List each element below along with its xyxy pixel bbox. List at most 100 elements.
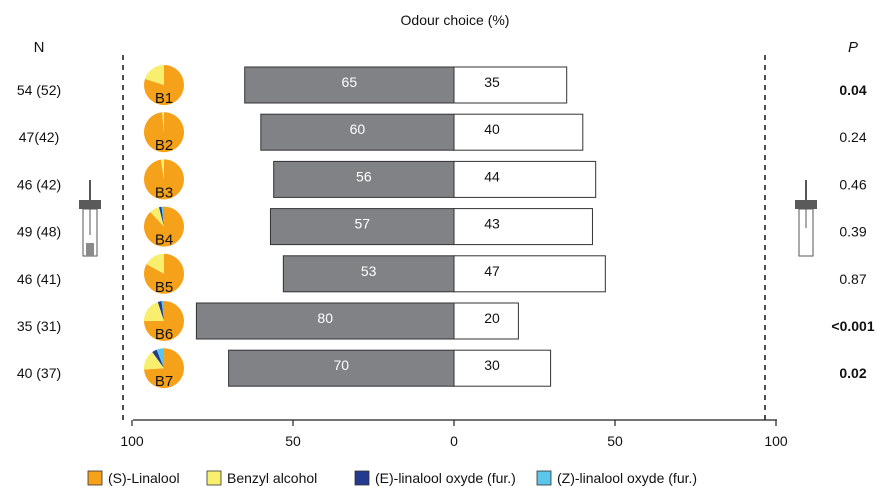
right-bar: [453, 302, 519, 340]
left-bar-value: 70: [334, 357, 350, 373]
blend-pie-b1: [144, 65, 184, 106]
right-bar: [453, 349, 552, 387]
blend-label: B6: [155, 326, 173, 343]
n-label: 40 (37): [17, 365, 61, 381]
legend: (S)-Linalool Benzyl alcohol (E)-linalool o…: [87, 470, 697, 486]
blend-pie-b2: [143, 112, 184, 153]
n-header: N: [34, 39, 45, 56]
legend-swatch: [536, 470, 552, 486]
pie-slice: [156, 348, 164, 369]
n-label: 49 (48): [17, 224, 61, 240]
right-bar: [453, 160, 597, 198]
p-value: 0.24: [839, 129, 866, 145]
left-olfactometer-icon: [79, 180, 101, 257]
blend-pie-b7: [143, 348, 184, 389]
x-tick-label: 100: [764, 433, 788, 449]
left-bar: [260, 113, 455, 151]
legend-item: Benzyl alcohol: [206, 470, 317, 486]
p-header: P: [848, 39, 858, 56]
n-label: 54 (52): [17, 82, 61, 98]
row-b3: 46 (42) B3 56 44 0.46: [17, 159, 867, 201]
right-bar-value: 43: [484, 216, 500, 232]
right-bar: [453, 208, 593, 246]
p-value: 0.87: [839, 271, 866, 287]
right-bar-value: 20: [484, 310, 500, 326]
p-value: 0.39: [839, 224, 866, 240]
pie-slice: [143, 112, 184, 153]
right-bar-value: 44: [484, 168, 500, 184]
blend-label: B2: [155, 137, 173, 154]
pie-slice: [152, 349, 164, 369]
right-bar: [453, 113, 584, 151]
left-bar-value: 80: [317, 310, 333, 326]
pie-slice: [144, 65, 164, 85]
pie-slice: [150, 207, 164, 227]
left-bar-value: 57: [354, 216, 370, 232]
blend-pie-b4: [143, 206, 184, 247]
right-bar-value: 30: [484, 357, 500, 373]
left-bar-value: 60: [350, 121, 366, 137]
left-bar: [228, 349, 455, 387]
x-axis: 100 50 0 50 100: [120, 419, 788, 449]
legend-label: (S)-Linalool: [108, 470, 180, 486]
row-b5: 46 (41) B5 53 47 0.87: [17, 253, 867, 296]
legend-label: (E)-linalool oxyde (fur.): [375, 470, 516, 486]
n-label: 35 (31): [17, 318, 61, 334]
pie-slice: [159, 206, 164, 227]
x-tick-label: 100: [120, 433, 144, 449]
blend-label: B3: [155, 184, 173, 201]
x-tick-label: 0: [450, 433, 458, 449]
pie-slice: [161, 301, 164, 321]
legend-item: (S)-Linalool: [87, 470, 180, 486]
p-value: 0.04: [839, 82, 866, 98]
blend-pie-b5: [143, 253, 185, 294]
right-bar-value: 47: [484, 263, 500, 279]
legend-item: (E)-linalool oxyde (fur.): [354, 470, 516, 486]
left-bar-value: 53: [361, 263, 377, 279]
pie-slice: [143, 352, 164, 370]
blend-label: B4: [155, 232, 173, 249]
row-b7: 40 (37) B7 70 30 0.02: [17, 348, 867, 390]
p-value: 0.02: [839, 365, 866, 381]
p-value: 0.46: [839, 176, 866, 192]
blend-label: B1: [155, 90, 173, 107]
legend-swatch: [206, 470, 222, 486]
pie-slice: [144, 159, 185, 200]
pie-slice: [161, 206, 164, 227]
legend-item: (Z)-linalool oxyde (fur.): [536, 470, 697, 486]
left-bar: [195, 302, 455, 340]
legend-swatch: [354, 470, 370, 486]
n-label: 46 (41): [17, 271, 61, 287]
x-tick-label: 50: [607, 433, 623, 449]
legend-label: (Z)-linalool oxyde (fur.): [557, 470, 697, 486]
left-bar: [282, 255, 455, 293]
row-b2: 47(42) B2 60 40 0.24: [19, 112, 867, 154]
right-olfactometer-icon: [795, 180, 817, 257]
pie-slice: [162, 112, 164, 133]
blend-pie-b6: [144, 301, 184, 341]
legend-label: Benzyl alcohol: [227, 470, 317, 486]
x-tick-label: 50: [285, 433, 301, 449]
left-bar-value: 65: [342, 74, 358, 90]
blend-label: B7: [155, 373, 173, 390]
row-b1: 54 (52) B1 65 35 0.04: [17, 65, 867, 107]
blend-pie-b3: [144, 159, 185, 200]
pie-slice: [144, 348, 184, 389]
right-bar-value: 40: [484, 121, 500, 137]
right-bar-value: 35: [484, 74, 500, 90]
pie-slice: [160, 159, 164, 180]
blend-label: B5: [155, 279, 173, 296]
left-bar: [273, 160, 455, 198]
left-bar: [244, 66, 455, 104]
pie-slice: [146, 253, 164, 274]
row-b4: 49 (48) B4 57 43 0.39: [17, 206, 867, 249]
pie-slice: [144, 301, 164, 321]
p-value: <0.001: [831, 318, 874, 334]
pie-slice: [143, 206, 184, 247]
right-bar: [453, 66, 568, 104]
left-bar-value: 56: [356, 168, 372, 184]
row-b6: 35 (31) B6 80 20 <0.001: [17, 301, 875, 343]
n-label: 46 (42): [17, 176, 61, 192]
pie-slice: [157, 301, 164, 321]
